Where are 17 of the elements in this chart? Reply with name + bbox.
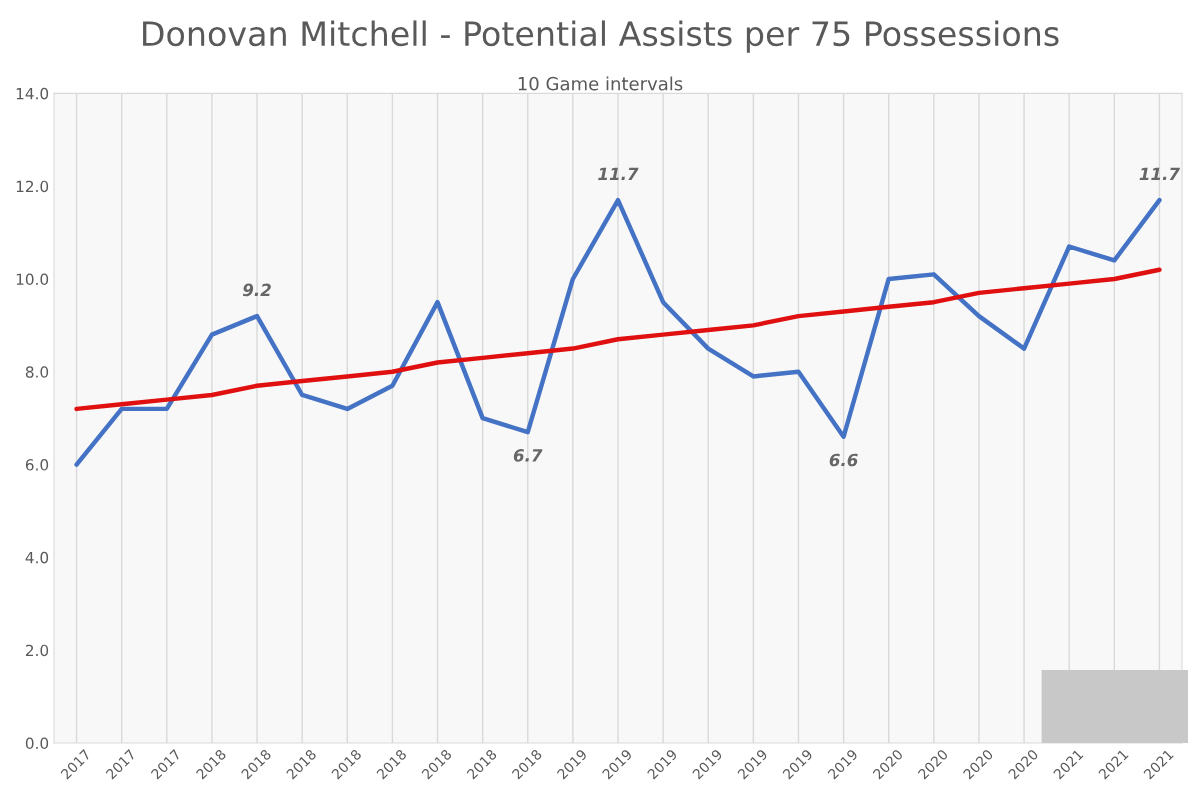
y-tick-label: 12.0 — [16, 180, 49, 193]
y-tick-label: 8.0 — [25, 366, 49, 378]
y-tick-label: 0.0 — [25, 737, 49, 749]
line-series — [74, 267, 1162, 412]
data-label: 6.7 — [513, 449, 543, 462]
y-tick-label: 14.0 — [16, 87, 49, 100]
chart-title: Donovan Mitchell - Potential Assists per 75 Possessions — [143, 20, 1059, 53]
line-series — [74, 197, 1162, 467]
data-label: 9.2 — [242, 283, 271, 297]
chart-subtitle: 10 Game intervals — [518, 76, 683, 91]
data-label: 11.7 — [598, 167, 639, 180]
y-tick-label: 6.0 — [25, 459, 49, 471]
y-tick-label: 4.0 — [25, 551, 49, 564]
y-tick-label: 2.0 — [25, 644, 49, 657]
data-label: 6.6 — [829, 453, 858, 467]
y-tick-label: 10.0 — [16, 273, 49, 285]
data-label: 11.7 — [1139, 167, 1180, 180]
